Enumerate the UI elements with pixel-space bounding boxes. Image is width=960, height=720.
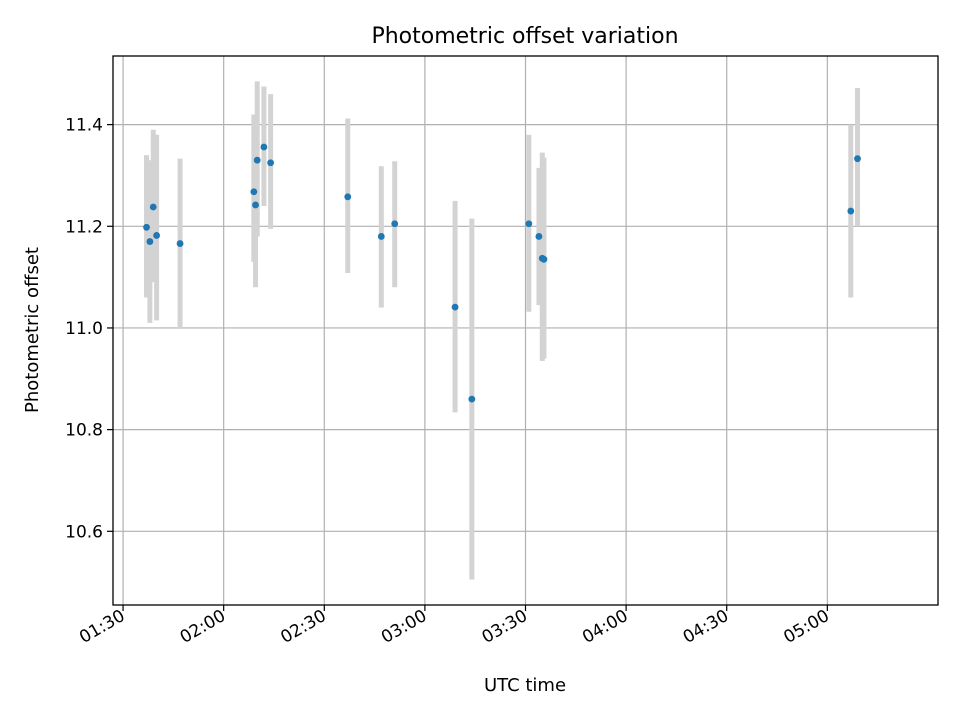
data-point (468, 395, 476, 403)
y-tick-label: 10.8 (65, 421, 103, 441)
chart-title: Photometric offset variation (371, 24, 678, 49)
y-axis-label: Photometric offset (22, 247, 43, 413)
data-point (377, 233, 385, 240)
data-point (250, 188, 258, 196)
data-point (344, 193, 352, 201)
data-point (535, 233, 543, 240)
plot-frame (112, 55, 939, 606)
data-point (176, 240, 184, 247)
data-point (260, 143, 268, 151)
y-tick-label: 10.6 (65, 522, 103, 542)
data-point (525, 220, 533, 228)
y-tick-label: 11.0 (65, 319, 103, 339)
data-point (391, 220, 399, 228)
data-point (451, 303, 459, 311)
data-point (847, 207, 855, 215)
data-point (267, 159, 275, 167)
data-point (253, 156, 261, 164)
data-point (143, 223, 150, 231)
data-point (146, 238, 154, 245)
grid (113, 56, 938, 605)
x-axis-label: UTC time (484, 675, 566, 696)
y-tick-label: 11.4 (65, 116, 103, 136)
data-point (854, 155, 861, 163)
data-point (540, 255, 548, 263)
y-axis-ticks: 10.6 10.8 11.0 11.2 11.4 (65, 116, 113, 542)
data-point (149, 203, 157, 211)
y-tick-label: 11.2 (65, 217, 103, 237)
data-point (153, 232, 160, 239)
data-point (252, 201, 259, 209)
data-points (143, 143, 861, 403)
